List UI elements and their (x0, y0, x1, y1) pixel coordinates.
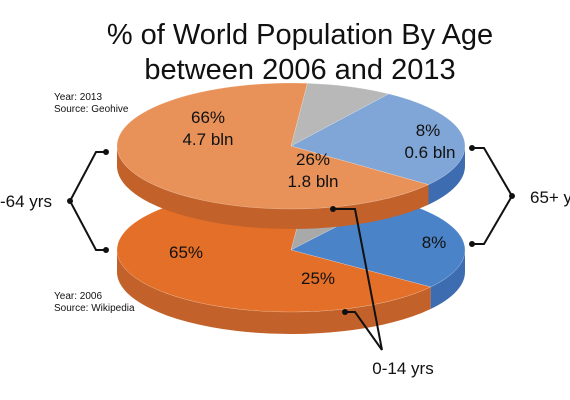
pointer-dot (342, 309, 348, 315)
label-2006-elderly-pct: 8% (422, 233, 447, 252)
chart-title-line-1: % of World Population By Age (107, 19, 493, 51)
source-label-2006: Source: Wikipedia (54, 303, 135, 314)
label-2013-working-pct: 66% (191, 108, 225, 127)
label-2013-working-abs: 4.7 bln (182, 130, 233, 149)
pie-slice-children (290, 93, 466, 185)
label-2013-elderly-abs: 0.6 bln (404, 143, 455, 162)
bracket-dot (103, 149, 109, 155)
category-label-children: 0-14 yrs (372, 359, 433, 378)
category-label-working: -64 yrs (0, 192, 52, 211)
label-2006-working-pct: 65% (169, 243, 203, 262)
year-label-2006: Year: 2006 (54, 291, 102, 302)
bracket-dot (469, 145, 475, 151)
pie-slice-working (116, 82, 430, 210)
children-pointer-top (333, 208, 383, 351)
elderly-bracket (472, 147, 514, 245)
pie-slice-elderly (290, 83, 390, 147)
bracket-dot (469, 241, 475, 247)
chart-title-line-2: between 2006 and 2013 (144, 54, 455, 86)
pie-side-wall-children (428, 146, 465, 205)
children-pointer-bottom (345, 311, 383, 351)
label-2013-children-abs: 1.8 bln (287, 172, 338, 191)
year-label-2013: Year: 2013 (54, 92, 102, 103)
bracket-dot (103, 247, 109, 253)
category-label-elderly: 65+ y (530, 188, 570, 207)
label-2013-elderly-pct: 8% (416, 121, 441, 140)
pointer-dot (330, 206, 336, 212)
pie-side-wall-children (430, 250, 465, 309)
bracket-dot (67, 198, 73, 204)
bracket-dot (509, 193, 515, 199)
label-2006-children-pct: 25% (301, 269, 335, 288)
working-age-bracket (68, 151, 106, 251)
label-2013-children-pct: 26% (296, 150, 330, 169)
source-label-2013: Source: Geohive (54, 104, 129, 115)
